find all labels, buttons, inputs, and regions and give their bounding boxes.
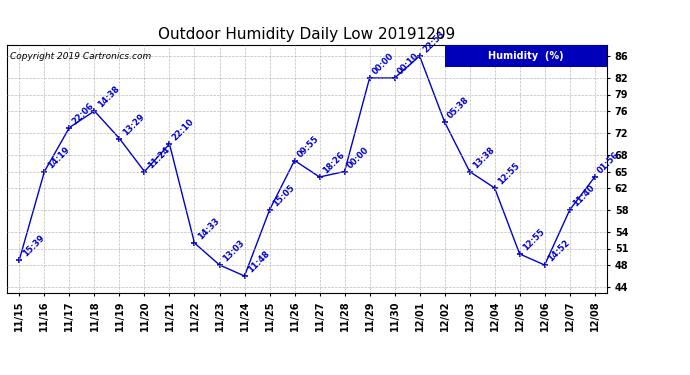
Text: 11:40: 11:40: [571, 183, 596, 209]
Text: Copyright 2019 Cartronics.com: Copyright 2019 Cartronics.com: [10, 53, 151, 62]
Text: 15:05: 15:05: [271, 183, 296, 209]
Text: 22:06: 22:06: [71, 101, 96, 126]
Text: 14:38: 14:38: [96, 84, 121, 109]
Text: 00:00: 00:00: [371, 52, 396, 76]
Text: 15:39: 15:39: [21, 233, 46, 258]
Text: 11:48: 11:48: [246, 249, 271, 274]
Text: 13:38: 13:38: [471, 145, 496, 170]
Title: Outdoor Humidity Daily Low 20191209: Outdoor Humidity Daily Low 20191209: [159, 27, 455, 42]
Text: 12:55: 12:55: [521, 227, 546, 253]
Text: 22:53: 22:53: [421, 29, 446, 55]
Text: 11:24: 11:24: [146, 145, 171, 170]
Text: 13:29: 13:29: [121, 112, 146, 137]
Text: 13:03: 13:03: [221, 238, 246, 264]
Text: 12:55: 12:55: [496, 161, 522, 187]
Text: 14:52: 14:52: [546, 238, 571, 264]
Text: 14:19: 14:19: [46, 145, 71, 170]
Text: 01:56: 01:56: [596, 150, 622, 176]
Text: 00:10: 00:10: [396, 51, 421, 76]
Text: 18:26: 18:26: [321, 150, 346, 176]
Text: 22:10: 22:10: [171, 117, 196, 142]
Text: 09:55: 09:55: [296, 134, 321, 159]
Text: 00:00: 00:00: [346, 145, 371, 170]
Text: 05:38: 05:38: [446, 96, 471, 121]
Text: 14:33: 14:33: [196, 216, 221, 242]
